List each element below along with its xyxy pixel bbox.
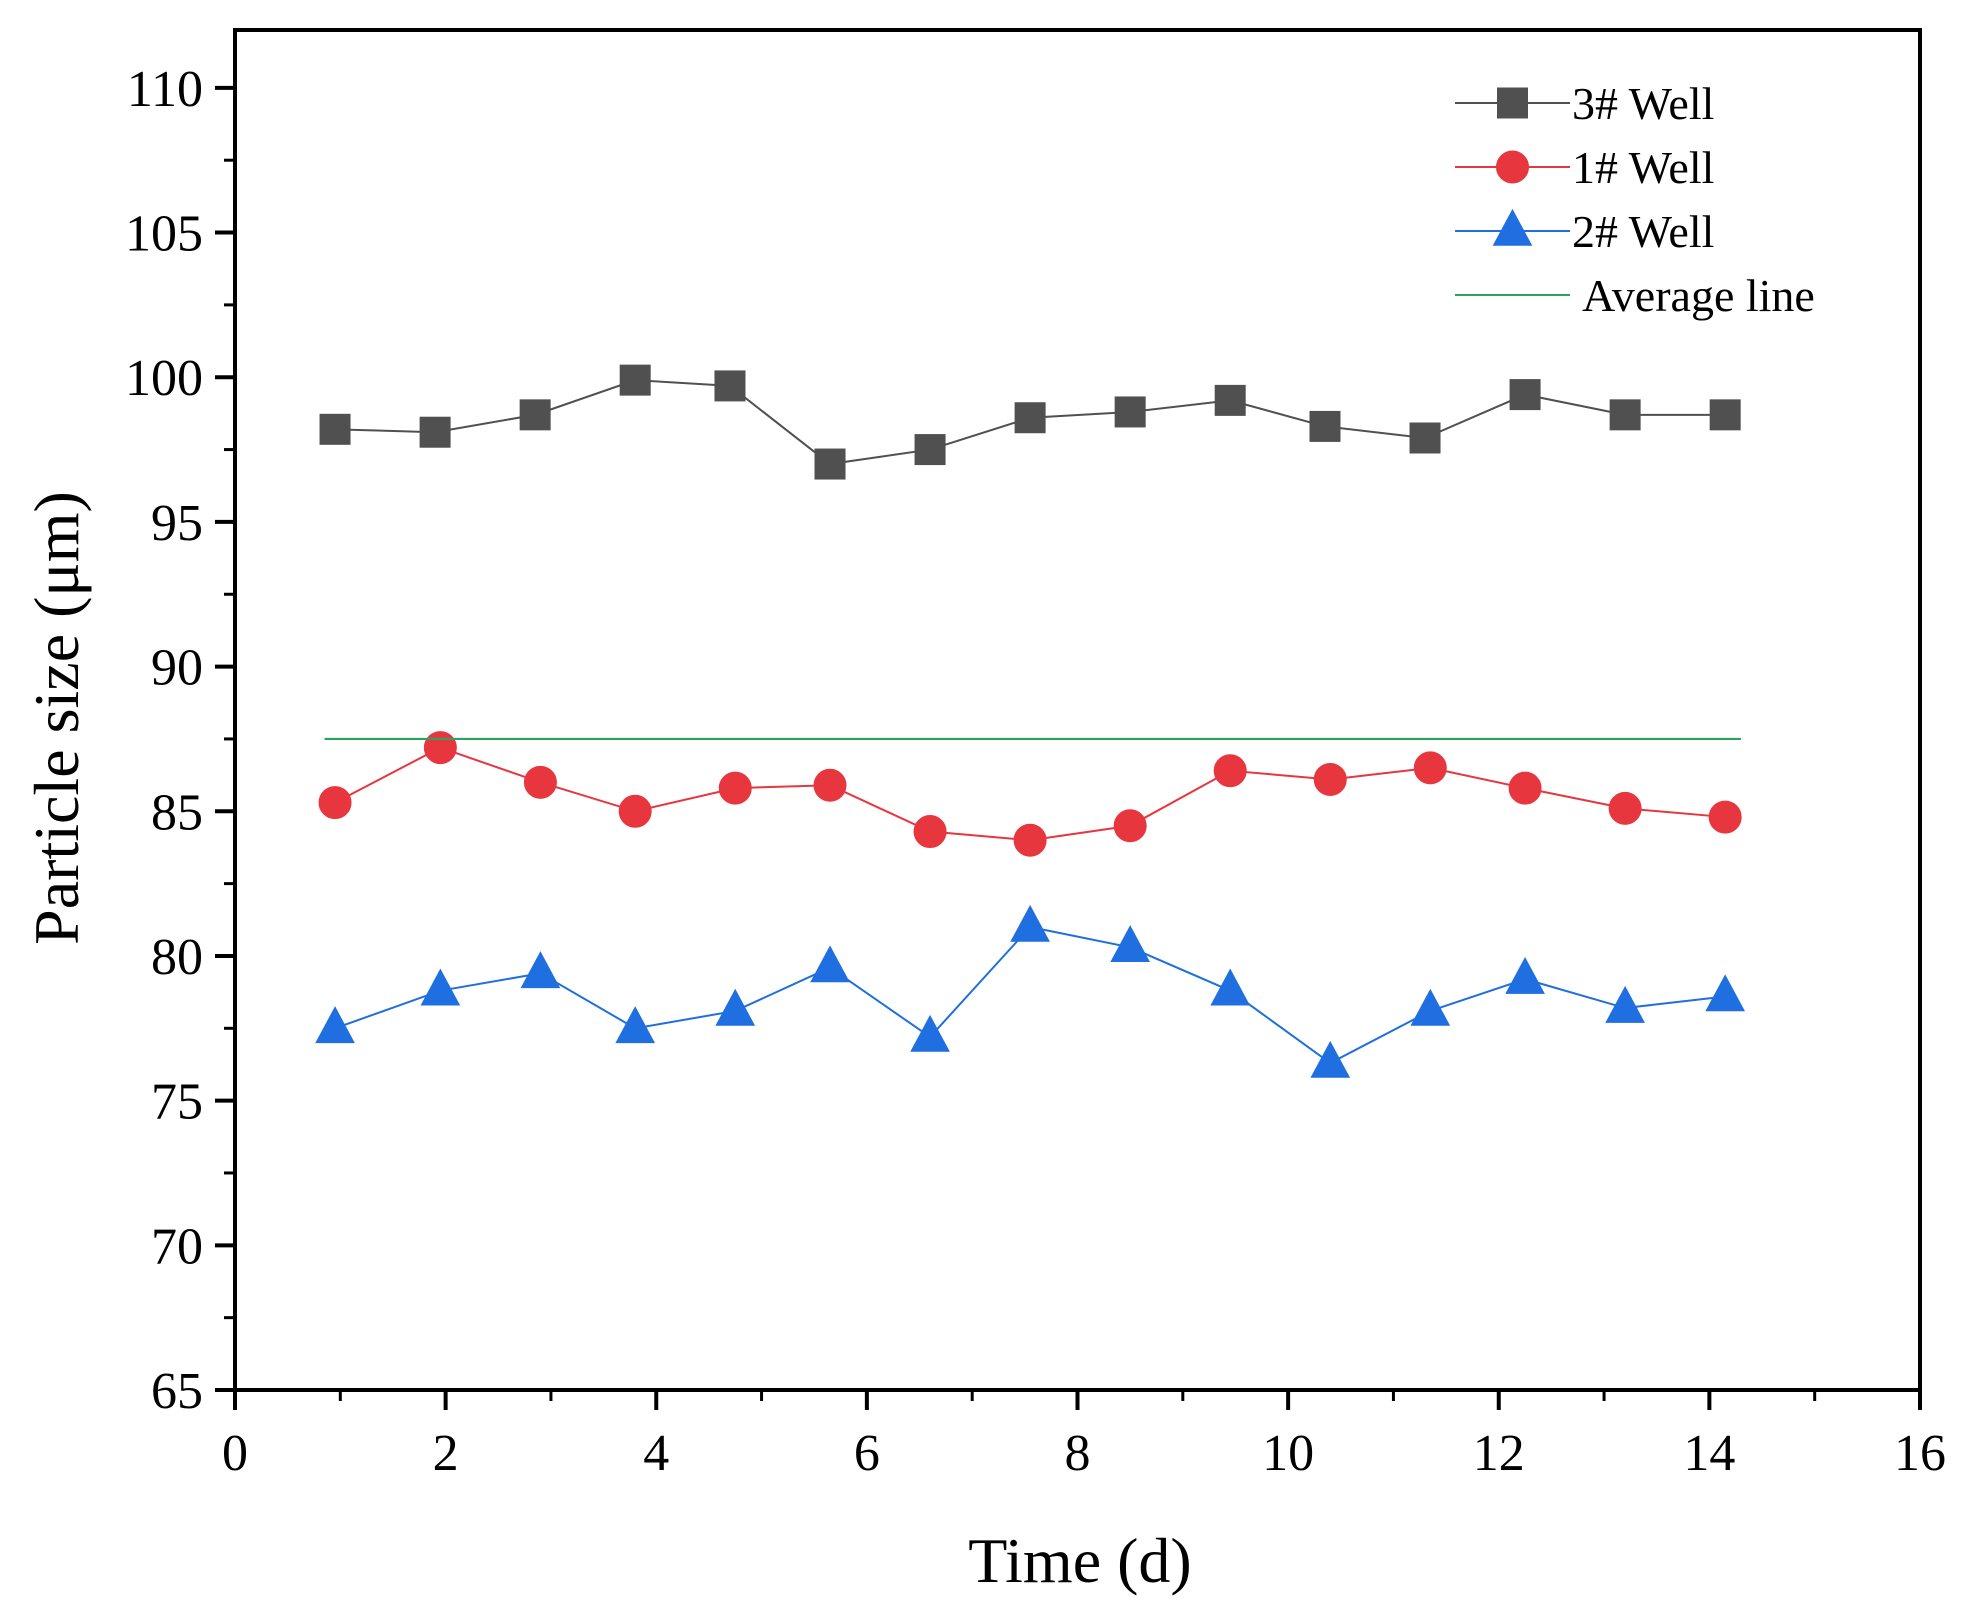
y-tick-label: 110 bbox=[127, 61, 203, 118]
data-point-3-well bbox=[914, 434, 946, 466]
axes-group: 0 2 4 6 8 10 12 14 16 65 70 75 80 85 90 95 100 105 110 bbox=[125, 28, 1946, 1482]
data-point-2-well bbox=[420, 968, 461, 1006]
data-point-3-well bbox=[714, 370, 746, 402]
data-point-2-well bbox=[315, 1006, 355, 1044]
y-tick-label: 70 bbox=[151, 1218, 203, 1275]
data-point-2-well bbox=[520, 951, 561, 989]
data-point-2-well bbox=[1505, 956, 1545, 994]
y-tick-label: 80 bbox=[151, 929, 203, 986]
legend-marker-3-well bbox=[1497, 87, 1528, 119]
data-point-1-well bbox=[1313, 762, 1347, 796]
data-point-1-well bbox=[618, 794, 652, 828]
data-point-1-well bbox=[718, 771, 752, 805]
data-point-1-well bbox=[1708, 800, 1742, 834]
data-point-3-well bbox=[814, 448, 846, 480]
data-point-1-well bbox=[1413, 751, 1447, 785]
data-point-1-well bbox=[1013, 823, 1047, 857]
x-tick-label: 4 bbox=[643, 1425, 669, 1482]
data-point-2-well bbox=[810, 945, 850, 983]
data-point-3-well bbox=[419, 416, 451, 448]
data-point-1-well bbox=[1213, 754, 1247, 788]
data-point-2-well bbox=[1310, 1040, 1351, 1078]
data-point-2-well bbox=[1010, 904, 1050, 942]
data-point-3-well bbox=[1214, 384, 1246, 416]
y-tick-label: 100 bbox=[125, 350, 203, 407]
x-tick-label: 14 bbox=[1683, 1425, 1735, 1482]
x-tick-label: 8 bbox=[1065, 1425, 1091, 1482]
y-tick-label: 95 bbox=[151, 495, 203, 552]
legend-label-average-line: Average line bbox=[1582, 270, 1815, 321]
data-point-1-well bbox=[1508, 771, 1542, 805]
data-point-3-well bbox=[1114, 396, 1146, 428]
y-tick-label: 90 bbox=[151, 640, 203, 697]
legend-marker-1-well bbox=[1496, 150, 1529, 184]
data-point-3-well bbox=[1014, 402, 1046, 434]
data-point-2-well bbox=[615, 1006, 656, 1044]
data-point-2-well bbox=[715, 988, 756, 1026]
x-tick-label: 16 bbox=[1894, 1425, 1946, 1482]
data-point-1-well bbox=[913, 815, 947, 849]
data-point-2-well bbox=[1605, 985, 1645, 1023]
series-line-2-well bbox=[334, 925, 1726, 1065]
y-tick-label: 105 bbox=[125, 206, 203, 263]
legend-label-3-well: 3# Well bbox=[1572, 78, 1714, 129]
data-point-1-well bbox=[1608, 791, 1642, 825]
y-tick-label: 75 bbox=[151, 1074, 203, 1131]
data-point-3-well bbox=[519, 399, 551, 431]
data-point-2-well bbox=[1210, 968, 1251, 1006]
x-tick-label: 12 bbox=[1473, 1425, 1525, 1482]
x-tick-label: 10 bbox=[1262, 1425, 1314, 1482]
data-point-3-well bbox=[319, 413, 351, 445]
data-point-2-well bbox=[1705, 974, 1746, 1012]
data-point-3-well bbox=[1409, 422, 1441, 454]
y-axis-title: Particle size (μm) bbox=[21, 491, 92, 945]
y-tick-label: 85 bbox=[151, 784, 203, 841]
series-group bbox=[315, 364, 1746, 1078]
legend-marker-2-well bbox=[1492, 208, 1533, 246]
legend-label-1-well: 1# Well bbox=[1572, 142, 1714, 193]
data-point-3-well bbox=[1509, 379, 1541, 411]
data-point-1-well bbox=[813, 768, 847, 802]
x-tick-label: 2 bbox=[433, 1425, 459, 1482]
data-point-1-well bbox=[1113, 809, 1147, 843]
data-point-3-well bbox=[619, 364, 651, 396]
data-point-1-well bbox=[423, 731, 457, 765]
x-axis-title: Time (d) bbox=[968, 1525, 1191, 1596]
data-point-1-well bbox=[523, 765, 557, 799]
data-point-1-well bbox=[318, 786, 352, 820]
x-tick-label: 6 bbox=[854, 1425, 880, 1482]
data-point-2-well bbox=[1410, 988, 1451, 1026]
data-point-2-well bbox=[910, 1014, 950, 1052]
data-point-3-well bbox=[1309, 410, 1341, 442]
data-point-3-well bbox=[1609, 399, 1641, 431]
data-point-3-well bbox=[1709, 399, 1741, 431]
y-tick-label: 65 bbox=[151, 1363, 203, 1420]
data-point-2-well bbox=[1110, 925, 1150, 963]
legend: 3# Well 1# Well 2# Well Average line bbox=[1455, 78, 1815, 321]
x-tick-label: 0 bbox=[222, 1425, 248, 1482]
legend-label-2-well: 2# Well bbox=[1572, 206, 1714, 257]
